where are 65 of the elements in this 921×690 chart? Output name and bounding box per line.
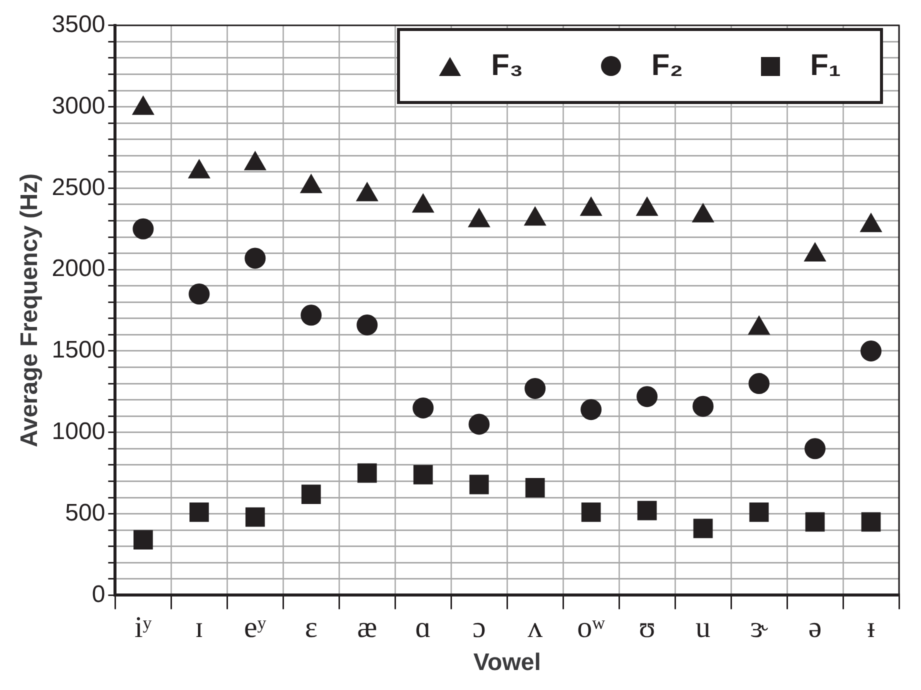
x-tick-label: ə: [808, 611, 822, 644]
point: [860, 340, 882, 362]
point: [636, 386, 658, 408]
x-tick-label: æ: [357, 611, 378, 644]
point: [524, 206, 546, 226]
x-tick-label: ʌ: [528, 611, 543, 644]
point: [580, 399, 602, 420]
point: [189, 502, 209, 522]
x-axis-title: Vowel: [473, 649, 541, 676]
x-tick-label: ᵻ: [866, 611, 876, 644]
point: [300, 174, 322, 194]
point: [861, 512, 881, 532]
point: [245, 507, 265, 527]
x-tick-label: ɝ: [750, 611, 768, 644]
y-tick-label: 1500: [52, 336, 106, 364]
x-tick-label: ɪ: [195, 611, 204, 644]
point: [804, 438, 826, 460]
point: [636, 196, 658, 216]
point: [412, 397, 434, 418]
point: [301, 484, 321, 504]
point: [356, 314, 378, 336]
point: [748, 373, 770, 394]
legend-label: F₂: [651, 49, 684, 83]
y-tick-label: 2000: [52, 255, 106, 282]
x-tick-label: ɑ: [415, 611, 431, 644]
point: [693, 518, 713, 538]
x-tick-label: oʷ: [577, 611, 606, 644]
x-tick-label: ɔ: [472, 611, 486, 644]
y-tick-label: 500: [65, 499, 106, 526]
point: [637, 500, 657, 520]
y-tick-label: 0: [92, 580, 106, 608]
y-tick-label: 1000: [52, 418, 106, 446]
y-tick-label: 3000: [52, 92, 106, 120]
point: [805, 512, 825, 532]
x-tick-label: ʊ: [638, 611, 656, 644]
point: [133, 530, 153, 550]
point: [469, 474, 489, 494]
point: [468, 414, 490, 435]
point: [580, 196, 602, 216]
y-tick-label: 3500: [52, 11, 106, 38]
y-axis-title: Average Frequency (Hz): [16, 173, 44, 448]
point: [860, 213, 882, 232]
point: [357, 463, 377, 483]
point: [804, 242, 826, 262]
x-tick-label: ɛ: [304, 611, 318, 644]
legend-label: F₃: [491, 49, 524, 83]
point: [749, 502, 769, 522]
point: [356, 182, 378, 202]
point: [692, 203, 714, 222]
point: [525, 478, 545, 498]
point: [748, 316, 770, 335]
point: [413, 465, 433, 484]
point: [188, 159, 210, 178]
point: [692, 396, 714, 417]
point: [524, 378, 546, 399]
point: [132, 96, 154, 115]
point: [412, 194, 434, 213]
point: [581, 502, 601, 522]
point: [244, 151, 266, 170]
legend-label: F₁: [810, 49, 841, 83]
x-tick-label: u: [696, 611, 711, 644]
x-tick-label: iʸ: [134, 611, 152, 644]
x-tick-label: eʸ: [244, 611, 266, 644]
point: [468, 208, 490, 228]
y-tick-label: 2500: [52, 174, 106, 201]
